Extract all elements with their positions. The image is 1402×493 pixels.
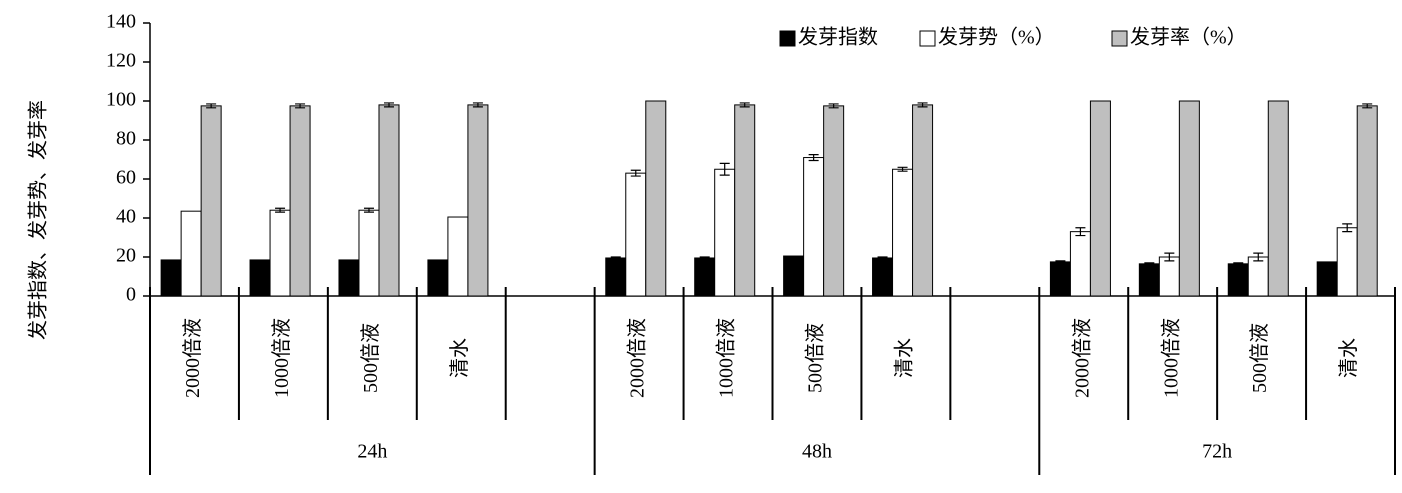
x-tick-label: 500倍液 bbox=[359, 323, 382, 393]
bar bbox=[872, 257, 894, 297]
y-tick-label: 60 bbox=[116, 167, 136, 189]
error-bar bbox=[739, 102, 750, 108]
x-tick-label: 2000倍液 bbox=[626, 318, 649, 398]
bar bbox=[427, 259, 449, 297]
error-bar bbox=[1362, 103, 1373, 109]
y-tick-label: 100 bbox=[106, 89, 136, 111]
error-bar bbox=[1144, 262, 1155, 266]
y-tick-label: 40 bbox=[116, 206, 136, 228]
bar bbox=[625, 172, 647, 297]
y-axis-label: 发芽指数、发芽势、发芽率 bbox=[27, 100, 50, 340]
error-bar bbox=[610, 256, 621, 260]
error-bar bbox=[699, 256, 710, 260]
error-bar bbox=[275, 207, 286, 213]
bar bbox=[912, 104, 934, 297]
legend-swatch bbox=[779, 30, 796, 47]
bar bbox=[1247, 256, 1269, 297]
error-bar bbox=[363, 207, 374, 213]
bar bbox=[160, 259, 182, 297]
x-tick-label: 清水 bbox=[1337, 338, 1360, 378]
y-tick-label: 140 bbox=[106, 11, 136, 33]
bar bbox=[269, 209, 291, 297]
group-label: 48h bbox=[802, 441, 832, 463]
bar bbox=[1178, 100, 1200, 297]
bar bbox=[1356, 105, 1378, 297]
bar bbox=[338, 259, 360, 297]
y-tick-label: 120 bbox=[106, 50, 136, 72]
y-tick-label: 80 bbox=[116, 128, 136, 150]
error-bar bbox=[206, 103, 217, 109]
bar bbox=[200, 105, 222, 297]
error-bar bbox=[917, 102, 928, 108]
bar bbox=[249, 259, 271, 297]
bar bbox=[447, 216, 469, 297]
bar bbox=[378, 104, 400, 297]
legend-label: 发芽指数 bbox=[798, 26, 878, 49]
bar bbox=[892, 168, 914, 297]
bar bbox=[714, 168, 736, 297]
error-bar bbox=[1342, 223, 1353, 233]
bar bbox=[645, 100, 667, 297]
group-label: 24h bbox=[357, 441, 387, 463]
y-tick-label: 0 bbox=[126, 284, 136, 306]
error-bar bbox=[1164, 252, 1175, 262]
bar bbox=[1089, 100, 1111, 297]
bar bbox=[1267, 100, 1289, 297]
bar bbox=[1069, 231, 1091, 297]
error-bar bbox=[1253, 252, 1264, 262]
legend-label: 发芽势（%） bbox=[938, 26, 1055, 49]
x-tick-label: 清水 bbox=[448, 338, 471, 378]
x-tick-label: 500倍液 bbox=[1248, 323, 1271, 393]
bar bbox=[1158, 256, 1180, 297]
error-bar bbox=[1075, 227, 1086, 237]
bar bbox=[358, 209, 380, 297]
x-tick-label: 2000倍液 bbox=[1070, 318, 1093, 398]
bar bbox=[803, 157, 825, 297]
error-bar bbox=[1233, 262, 1244, 266]
bar bbox=[694, 257, 716, 297]
error-bar bbox=[877, 256, 888, 260]
group-label: 72h bbox=[1202, 441, 1232, 463]
bar bbox=[1227, 263, 1249, 297]
bar bbox=[289, 105, 311, 297]
y-tick-label: 20 bbox=[116, 245, 136, 267]
legend-label: 发芽率（%） bbox=[1130, 26, 1247, 49]
error-bar bbox=[719, 162, 730, 176]
bar bbox=[1138, 263, 1160, 297]
x-tick-label: 2000倍液 bbox=[181, 318, 204, 398]
error-bar bbox=[630, 169, 641, 177]
x-tick-label: 1000倍液 bbox=[715, 318, 738, 398]
x-tick-label: 500倍液 bbox=[804, 323, 827, 393]
legend-swatch bbox=[919, 30, 936, 47]
bar bbox=[823, 105, 845, 297]
bar bbox=[1336, 227, 1358, 297]
bar bbox=[467, 104, 489, 297]
x-tick-label: 清水 bbox=[892, 338, 915, 378]
error-bar bbox=[828, 103, 839, 109]
bar bbox=[1316, 261, 1338, 297]
bar bbox=[1049, 261, 1071, 297]
legend-swatch bbox=[1111, 30, 1128, 47]
x-tick-label: 1000倍液 bbox=[1159, 318, 1182, 398]
error-bar bbox=[295, 103, 306, 109]
error-bar bbox=[383, 102, 394, 108]
bar bbox=[180, 210, 202, 297]
error-bar bbox=[472, 102, 483, 108]
error-bar bbox=[897, 166, 908, 172]
error-bar bbox=[808, 154, 819, 162]
error-bar bbox=[1055, 260, 1066, 264]
bar bbox=[605, 257, 627, 297]
x-tick-label: 1000倍液 bbox=[270, 318, 293, 398]
bar bbox=[734, 104, 756, 297]
bar bbox=[783, 255, 805, 297]
